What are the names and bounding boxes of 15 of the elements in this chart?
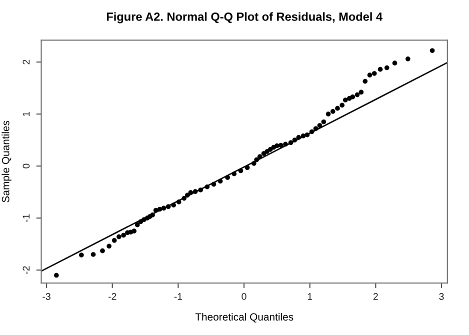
x-tick-label: 2 <box>373 293 378 300</box>
x-tick-label: -2 <box>108 293 116 300</box>
x-tick-label: 3 <box>439 293 444 300</box>
y-tick-label: 0 <box>22 164 30 168</box>
y-tick-label: 1 <box>22 112 30 116</box>
x-tick-label: 1 <box>308 293 312 300</box>
y-tick-label: -1 <box>22 214 30 222</box>
x-axis-title: Theoretical Quantiles <box>195 312 294 322</box>
x-tick-label: -1 <box>174 293 182 300</box>
y-tick-label: 2 <box>22 60 30 64</box>
chart-title: Figure A2. Normal Q-Q Plot of Residuals, Model 4 <box>106 12 382 24</box>
y-tick-label: -2 <box>22 266 30 274</box>
x-tick-label: 0 <box>242 293 246 300</box>
y-axis-title: Sample Quantiles <box>2 120 12 202</box>
x-tick-label: -3 <box>42 293 50 300</box>
